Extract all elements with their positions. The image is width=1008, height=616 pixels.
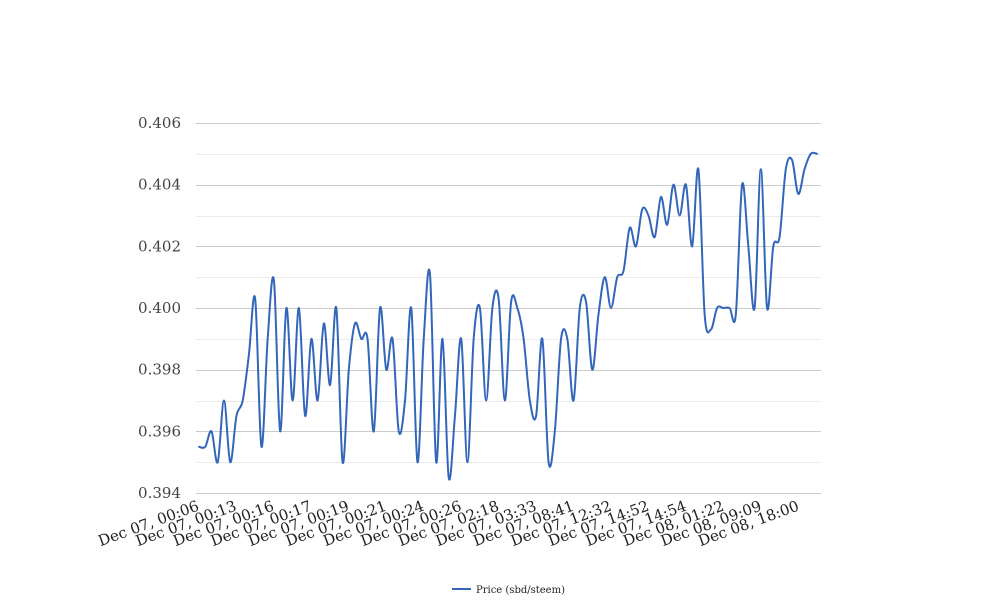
legend-label: Price (sbd/steem) xyxy=(476,585,565,596)
legend: Price (sbd/steem) xyxy=(452,585,565,596)
series-line-price xyxy=(198,151,818,481)
y-axis-ticks: 0.394 0.396 0.398 0.400 0.402 0.404 0.406 xyxy=(138,114,181,502)
y-tick-label: 0.400 xyxy=(138,299,181,317)
series-layer xyxy=(198,151,818,481)
y-tick-label: 0.406 xyxy=(138,114,181,132)
y-tick-label: 0.398 xyxy=(138,361,181,379)
y-tick-label: 0.394 xyxy=(138,484,181,502)
y-tick-label: 0.402 xyxy=(138,237,181,255)
y-tick-label: 0.404 xyxy=(138,176,181,194)
y-tick-label: 0.396 xyxy=(138,422,181,440)
